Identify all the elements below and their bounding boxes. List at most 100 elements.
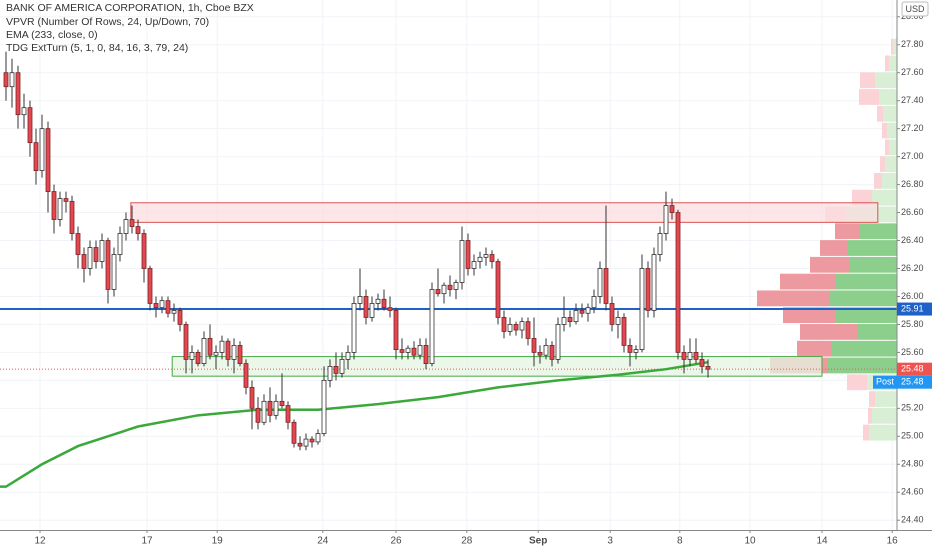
candle-body (135, 226, 141, 234)
candle-body (405, 347, 411, 353)
vpvr-down (835, 223, 860, 240)
x-tick-label: 14 (816, 536, 828, 547)
candle-body (477, 256, 483, 262)
post-tag-label-box (873, 375, 897, 389)
vpvr-up (872, 189, 897, 206)
zone (171, 356, 823, 377)
last-price-tag-box (897, 362, 932, 376)
candle-body (633, 349, 639, 353)
candle-body (537, 352, 543, 356)
candle-body (111, 254, 117, 290)
y-tick-label: 24.80 (901, 459, 924, 469)
vpvr-up (882, 173, 897, 189)
ema-line (0, 360, 709, 488)
vpvr-down (880, 156, 885, 173)
x-tick-label: 19 (212, 536, 224, 547)
indicator-label: EMA (233, close, 0) (6, 29, 98, 41)
candle-body (597, 268, 603, 297)
candle-body (219, 340, 225, 353)
candle-body (147, 268, 153, 304)
candle-body (27, 107, 33, 144)
candle-body (237, 345, 243, 364)
candle-body (177, 310, 183, 325)
candle-body (327, 365, 333, 381)
candle-body (207, 338, 213, 356)
candle-body (453, 282, 459, 290)
y-tick-label: 26.40 (901, 235, 924, 245)
candle-body (315, 433, 321, 443)
candle-body (615, 317, 621, 325)
candle-body (513, 324, 519, 331)
y-tick-label: 24.40 (901, 515, 924, 525)
candle-body (321, 379, 327, 434)
vpvr-down (852, 189, 872, 206)
candle-body (621, 317, 627, 346)
x-tick-label: 17 (141, 536, 153, 547)
vpvr-down (860, 72, 875, 89)
vpvr-up (860, 223, 897, 240)
vpvr-up (869, 424, 897, 441)
vpvr-down (757, 290, 830, 307)
candle-body (129, 219, 135, 227)
candle-body (651, 254, 657, 311)
candle-body (567, 317, 573, 323)
candle-body (123, 219, 129, 234)
candle-body (687, 352, 693, 360)
vpvr-up (885, 156, 897, 173)
candle-body (399, 349, 405, 353)
candle-body (705, 365, 711, 370)
y-tick-label: 25.80 (901, 319, 924, 329)
candle-body (363, 296, 369, 318)
candle-body (345, 352, 351, 360)
post-tag-box (897, 375, 932, 389)
y-tick-label: 27.20 (901, 123, 924, 133)
time-axis (0, 530, 932, 550)
candle-body (699, 358, 705, 367)
candle-body (411, 347, 417, 356)
candle-body (603, 268, 609, 304)
candle-body (585, 307, 591, 314)
vpvr-down (869, 391, 875, 407)
indicator-label: TDG ExtTurn (5, 1, 0, 84, 16, 3, 79, 24) (6, 42, 188, 54)
candle-body (57, 198, 63, 220)
candle-body (99, 240, 105, 262)
y-tick-label: 26.20 (901, 263, 924, 273)
y-tick-label: 24.60 (901, 487, 924, 497)
candle-body (339, 358, 345, 374)
candle-body (21, 107, 27, 116)
price-axis (897, 0, 932, 550)
x-tick-label: 26 (390, 536, 402, 547)
candle-body (639, 268, 645, 351)
vpvr-up (889, 139, 897, 156)
vpvr-down (874, 173, 882, 189)
candle-body (459, 240, 465, 283)
candle-body (87, 247, 93, 269)
candle-body (663, 205, 669, 234)
y-tick-label: 26.00 (901, 291, 924, 301)
candle-body (39, 128, 45, 172)
vpvr-up (875, 72, 897, 89)
candle-body (681, 352, 687, 360)
plot (0, 38, 897, 488)
candle-body (435, 289, 441, 295)
candle-body (369, 303, 375, 318)
candle-body (33, 142, 39, 172)
y-tick-label: 27.60 (901, 67, 924, 77)
y-tick-label: 25.20 (901, 403, 924, 413)
candle-body (231, 345, 237, 360)
vpvr-down (780, 273, 835, 290)
candle-body (669, 205, 675, 213)
candle-body (519, 321, 525, 331)
vpvr-down (810, 256, 850, 273)
vpvr-up (883, 105, 897, 122)
candle-body (213, 352, 219, 356)
hline-tag-value: 25.91 (901, 303, 924, 313)
candle-body (165, 300, 171, 314)
vpvr-up (835, 273, 897, 290)
candle-body (465, 240, 471, 269)
candle-body (447, 284, 453, 290)
y-tick-label: 26.80 (901, 179, 924, 189)
x-tick-label: 8 (677, 536, 683, 547)
